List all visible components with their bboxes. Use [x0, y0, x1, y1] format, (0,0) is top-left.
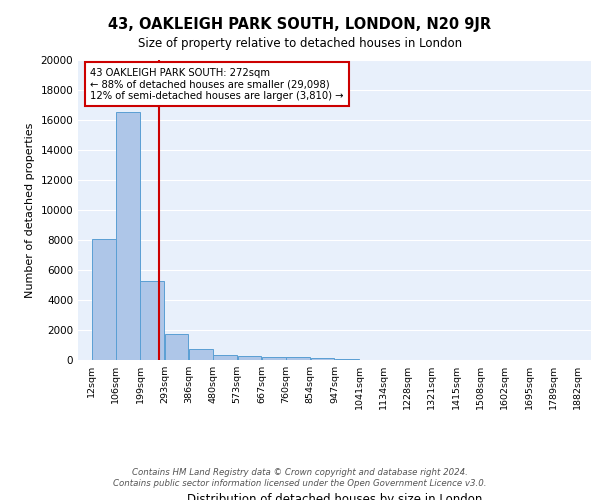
- Bar: [214, 355, 237, 360]
- Bar: [238, 356, 262, 360]
- Bar: [92, 238, 116, 360]
- Bar: [286, 358, 310, 360]
- Text: 43 OAKLEIGH PARK SOUTH: 272sqm
← 88% of detached houses are smaller (29,098)
12%: 43 OAKLEIGH PARK SOUTH: 272sqm ← 88% of …: [90, 68, 344, 100]
- Bar: [116, 112, 140, 360]
- Bar: [140, 280, 164, 360]
- Bar: [262, 357, 286, 360]
- Bar: [189, 349, 213, 360]
- Text: Size of property relative to detached houses in London: Size of property relative to detached ho…: [138, 38, 462, 51]
- Text: 43, OAKLEIGH PARK SOUTH, LONDON, N20 9JR: 43, OAKLEIGH PARK SOUTH, LONDON, N20 9JR: [109, 18, 491, 32]
- Text: Contains HM Land Registry data © Crown copyright and database right 2024.
Contai: Contains HM Land Registry data © Crown c…: [113, 468, 487, 487]
- Bar: [335, 358, 359, 360]
- X-axis label: Distribution of detached houses by size in London: Distribution of detached houses by size …: [187, 492, 482, 500]
- Y-axis label: Number of detached properties: Number of detached properties: [25, 122, 35, 298]
- Bar: [165, 334, 188, 360]
- Bar: [311, 358, 334, 360]
